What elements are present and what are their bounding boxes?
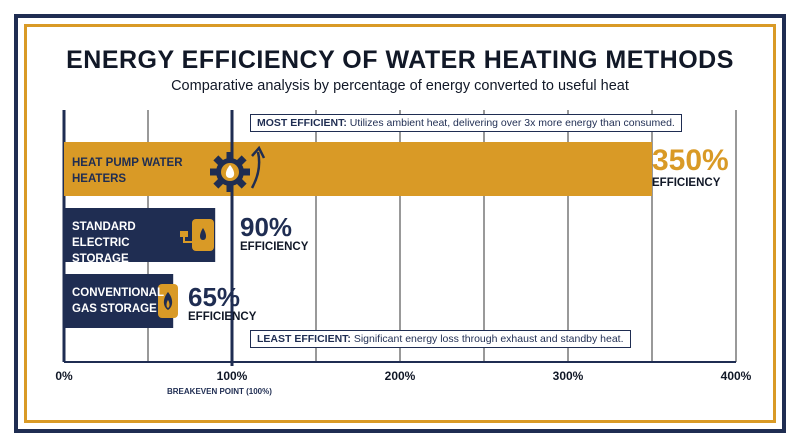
least-efficient-callout-text: Significant energy loss through exhaust … xyxy=(350,333,624,345)
x-tick-400: 400% xyxy=(720,369,752,383)
x-tick-100: 100% xyxy=(216,369,248,383)
value-number-gas-storage: 65% xyxy=(188,282,241,312)
bar-label-electric-storage: STANDARD ELECTRIC STORAGE xyxy=(72,221,136,265)
x-tick-300: 300% xyxy=(552,369,584,383)
droplet xyxy=(225,165,235,178)
bar-label-gas-storage: CONVENTIONAL GAS STORAGE xyxy=(72,287,164,315)
x-tick-0: 0% xyxy=(55,369,73,383)
value-sublabel-gas-storage: EFFICIENCY xyxy=(188,311,257,323)
gear-tooth xyxy=(226,184,234,192)
value-number-heat-pump: 350% xyxy=(652,144,729,177)
breakeven-label: BREAKEVEN POINT (100%) xyxy=(167,387,272,396)
value-label-electric-storage: 90% EFFICIENCY xyxy=(240,214,308,254)
gear-tooth xyxy=(210,168,218,176)
plug-head xyxy=(180,231,188,237)
x-tick-200: 200% xyxy=(384,369,416,383)
gear-tooth xyxy=(242,168,250,176)
outer-frame xyxy=(14,14,786,433)
bar-label-heat-pump: HEAT PUMP WATER HEATERS xyxy=(72,157,183,185)
least-efficient-callout-title: LEAST EFFICIENT: xyxy=(257,333,351,345)
bar-electric-storage xyxy=(64,208,216,262)
value-sublabel-electric-storage: EFFICIENCY xyxy=(240,241,309,253)
flame-inner xyxy=(166,300,170,308)
value-sublabel-heat-pump: EFFICIENCY xyxy=(652,177,721,189)
most-efficient-callout-text: Utilizes ambient heat, delivering over 3… xyxy=(346,117,675,129)
arrow-head xyxy=(251,145,266,159)
gear-tooth xyxy=(226,152,234,160)
least-efficient-callout: LEAST EFFICIENT: Significant energy loss… xyxy=(250,330,631,348)
bar-gas-storage xyxy=(64,274,174,328)
tank-droplet xyxy=(200,228,206,240)
bar-heat-pump xyxy=(64,142,652,196)
gas-heater-icon xyxy=(158,284,178,318)
value-label-heat-pump: 350% EFFICIENCY xyxy=(652,146,729,190)
inner-frame xyxy=(24,24,776,423)
arrow-curve xyxy=(250,151,261,189)
chart-subtitle: Comparative analysis by percentage of en… xyxy=(171,78,629,94)
gear-droplet-icon xyxy=(210,145,266,192)
most-efficient-callout: MOST EFFICIENT: Utilizes ambient heat, d… xyxy=(250,114,682,132)
plug-cord xyxy=(183,236,192,243)
value-number-electric-storage: 90% xyxy=(240,212,293,242)
chart-title: ENERGY EFFICIENCY OF WATER HEATING METHO… xyxy=(66,46,734,74)
electric-heater-icon xyxy=(180,219,214,251)
most-efficient-callout-title: MOST EFFICIENT: xyxy=(257,117,347,129)
value-label-gas-storage: 65% EFFICIENCY xyxy=(188,284,256,324)
